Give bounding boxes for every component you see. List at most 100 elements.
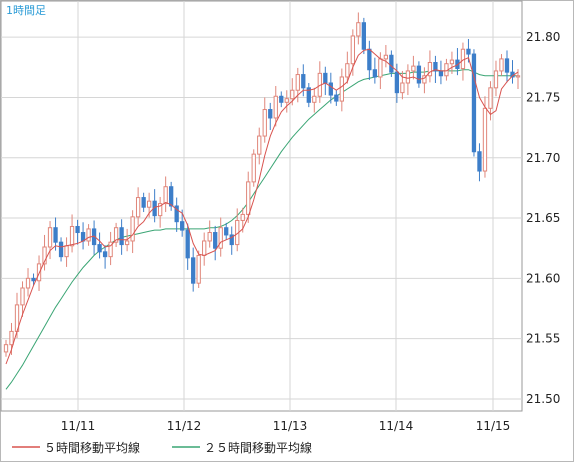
candle-up [113,227,119,243]
y-tick-label: 21.80 [526,30,560,44]
x-tick-label: 11/13 [273,419,308,433]
candle-up [20,287,25,306]
candle-up [218,227,223,249]
candle-down [279,95,284,103]
candle-up [499,58,504,72]
candle-up [108,241,113,258]
candle-up [64,245,69,258]
candle-down [328,82,333,96]
candle-down [389,54,394,73]
candles-layer [3,12,521,357]
candle-up [240,213,245,221]
candle-up [9,330,14,346]
candle-up [493,70,499,89]
x-axis-ticks: 11/11 11/12 11/13 11/14 11/15 [61,419,511,433]
ma5-line [5,48,519,365]
candle-up [124,240,130,246]
candle-down [477,151,482,172]
x-tick-label: 11/15 [476,419,511,433]
candle-down [97,244,102,253]
candle-up [400,82,405,94]
candle-up [312,95,317,103]
candle-down [372,69,378,78]
legend-ma25-label: ２５時間移動平均線 [204,440,312,455]
y-tick-label: 21.50 [526,392,560,406]
candle-up [157,203,163,217]
candle-up [130,216,135,242]
legend-ma5-label: ５時間移動平均線 [44,440,140,455]
y-tick-label: 21.60 [526,271,560,285]
candle-up [449,59,455,65]
x-tick-label: 11/14 [379,419,414,433]
candle-up [488,87,493,109]
candle-down [323,72,328,84]
candle-up [146,200,152,208]
candle-down [185,229,190,259]
candle-down [58,241,64,258]
candle-up [273,95,278,119]
x-tick-label: 11/12 [167,419,202,433]
candle-down [180,221,185,231]
candle-down [471,53,477,153]
chart-title: 1時間足 [6,4,46,17]
candle-down [191,257,196,284]
candle-down [433,62,438,72]
candle-down [438,70,444,77]
y-tick-label: 21.70 [526,151,560,165]
candle-up [422,75,427,84]
candle-down [224,227,229,236]
candle-down [416,65,422,84]
candle-up [427,62,433,77]
x-tick-label: 11/11 [61,419,96,433]
candle-down [306,87,311,103]
candle-down [268,109,273,119]
candle-down [504,58,510,73]
candle-up [515,75,521,78]
ma5-layer [5,48,519,365]
candle-up [86,228,91,242]
candle-down [75,226,80,234]
candle-up [411,65,416,72]
y-tick-label: 21.55 [526,332,560,346]
candle-up [345,63,350,78]
candle-down [174,205,179,223]
candle-up [42,246,47,265]
candle-down [102,251,108,258]
candle-down [361,22,367,50]
candle-down [119,227,124,246]
candle-up [257,135,262,155]
candle-up [207,232,212,242]
candle-up [339,76,344,102]
grid-lines [1,1,522,411]
y-axis-ticks: 21.50 21.55 21.60 21.65 21.70 21.75 21.80 [526,30,560,406]
candle-down [394,71,400,94]
candle-up [356,22,361,37]
candle-down [301,74,306,89]
candle-up [47,227,53,248]
candle-up [163,186,168,205]
candle-up [295,74,300,91]
candle-up [196,254,201,284]
candle-up [383,54,389,60]
candle-up [3,344,9,353]
candle-up [378,58,383,78]
candle-up [460,48,466,70]
candle-down [229,234,234,246]
candle-up [135,197,141,218]
candle-up [290,89,295,100]
candle-down [31,277,36,282]
y-tick-label: 21.65 [526,211,560,225]
candle-up [284,98,289,103]
candle-up [405,70,411,84]
plot-area [0,0,523,412]
y-tick-label: 21.75 [526,90,560,104]
candle-down [169,186,174,207]
candle-down [53,227,58,243]
candle-down [334,94,339,102]
candle-up [251,153,256,183]
candle-up [25,277,31,289]
candle-up [246,181,251,215]
candle-down [141,197,146,208]
